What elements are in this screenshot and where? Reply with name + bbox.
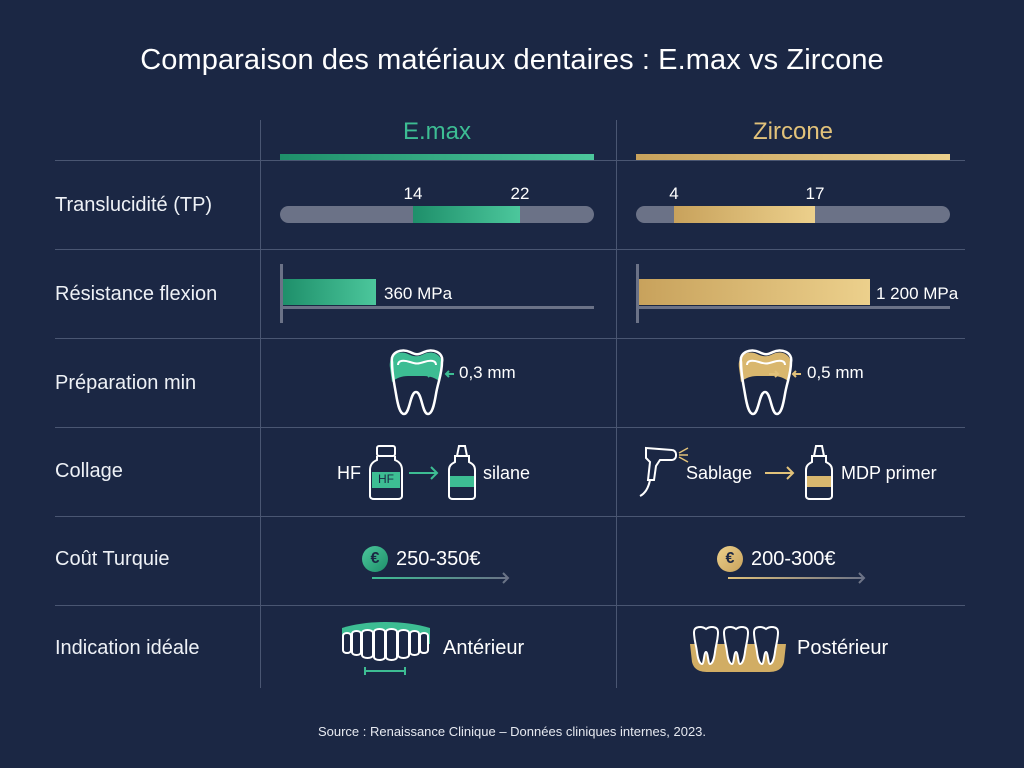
silane-dropper-bottle-icon bbox=[448, 445, 476, 500]
column-header-zircone: Zircone bbox=[752, 118, 834, 145]
row-label-flexion: Résistance flexion bbox=[55, 283, 218, 305]
emax-bonding-step1: HF bbox=[337, 463, 361, 483]
emax-translucency-range bbox=[413, 206, 520, 223]
zircone-cost-trend-arrow-icon bbox=[728, 572, 866, 584]
zircone-cost-value: 200-300€ bbox=[751, 548, 836, 570]
emax-indication-value: Antérieur bbox=[443, 637, 525, 659]
zircone-bonding-step2: MDP primer bbox=[841, 463, 937, 483]
row-divider bbox=[55, 338, 965, 339]
zircone-flexion-bar bbox=[639, 279, 870, 305]
tooth-preparation-zircone-icon bbox=[738, 349, 801, 416]
zircone-translucency-range bbox=[674, 206, 815, 223]
emax-flexion-value: 360 MPa bbox=[384, 284, 453, 303]
row-label-cost: Coût Turquie bbox=[55, 548, 170, 570]
emax-header-bar bbox=[280, 154, 594, 160]
arrow-right-icon bbox=[409, 466, 439, 480]
source-note: Source : Renaissance Clinique – Données … bbox=[317, 724, 707, 739]
emax-flexion-baseline bbox=[281, 306, 594, 309]
emax-flexion-bar bbox=[283, 279, 376, 305]
emax-bonding-step2: silane bbox=[483, 463, 531, 483]
row-label-indication: Indication idéale bbox=[55, 637, 200, 659]
anterior-teeth-icon bbox=[342, 622, 430, 675]
zircone-flexion-value: 1 200 MPa bbox=[876, 284, 959, 303]
row-divider bbox=[55, 427, 965, 428]
primer-dropper-bottle-icon bbox=[805, 445, 833, 500]
zircone-preparation-value: 0,5 mm bbox=[807, 363, 864, 382]
row-divider bbox=[55, 516, 965, 517]
zircone-translucency-min: 4 bbox=[669, 184, 679, 203]
row-label-bonding: Collage bbox=[55, 460, 123, 482]
emax-preparation-value: 0,3 mm bbox=[459, 363, 516, 382]
zircone-bonding-step1: Sablage bbox=[686, 463, 753, 483]
zircone-indication-value: Postérieur bbox=[797, 637, 889, 659]
column-divider bbox=[260, 120, 261, 688]
emax-cost-trend-arrow-icon bbox=[372, 572, 510, 584]
hf-bottle-label: HF bbox=[378, 472, 394, 486]
sandblaster-icon bbox=[639, 446, 689, 497]
row-label-translucency: Translucidité (TP) bbox=[55, 194, 213, 216]
column-divider bbox=[616, 120, 617, 688]
emax-cost-value: 250-350€ bbox=[396, 548, 481, 570]
row-divider bbox=[55, 249, 965, 250]
row-label-preparation: Préparation min bbox=[55, 372, 197, 394]
zircone-header-bar bbox=[636, 154, 950, 160]
euro-coin-emax-icon: € bbox=[362, 546, 388, 572]
posterior-teeth-icon bbox=[690, 626, 786, 672]
page-title: Comparaison des matériaux dentaires : E.… bbox=[140, 44, 884, 76]
zircone-translucency-track bbox=[636, 206, 950, 223]
hf-acid-bottle-icon bbox=[369, 445, 403, 500]
zircone-flexion-baseline bbox=[637, 306, 950, 309]
arrow-right-icon bbox=[765, 466, 795, 480]
row-divider bbox=[55, 605, 965, 606]
emax-translucency-track bbox=[280, 206, 594, 223]
header-divider bbox=[55, 160, 965, 161]
emax-translucency-max: 22 bbox=[510, 184, 530, 203]
tooth-preparation-emax-icon bbox=[389, 349, 454, 416]
emax-translucency-min: 14 bbox=[403, 184, 423, 203]
euro-coin-zircone-icon: € bbox=[717, 546, 743, 572]
column-header-emax: E.max bbox=[402, 118, 471, 145]
emax-flexion-axis bbox=[280, 264, 283, 323]
zircone-flexion-axis bbox=[636, 264, 639, 323]
zircone-translucency-max: 17 bbox=[805, 184, 825, 203]
